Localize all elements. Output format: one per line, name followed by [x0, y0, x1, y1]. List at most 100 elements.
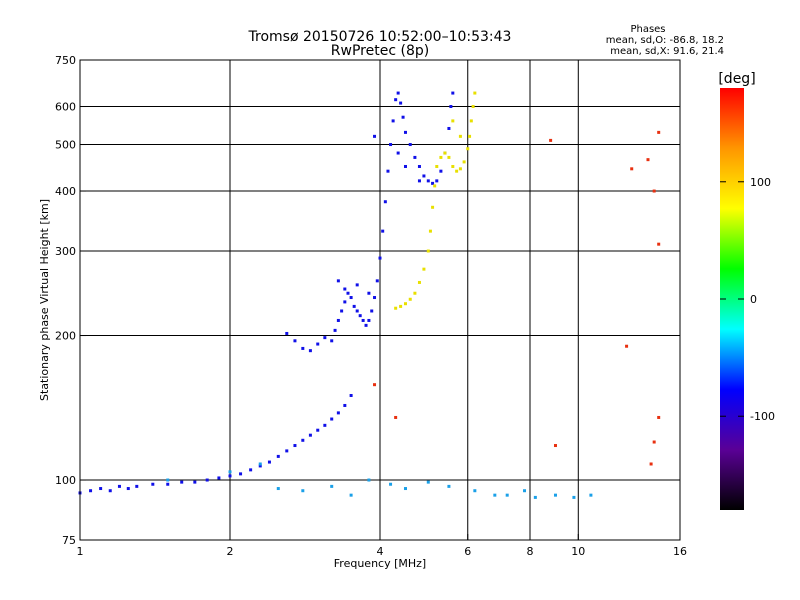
- data-point: [166, 482, 170, 486]
- data-point: [99, 487, 103, 491]
- data-point: [657, 242, 661, 246]
- data-point: [435, 179, 439, 183]
- data-point: [473, 489, 477, 493]
- data-point: [505, 493, 509, 497]
- data-point: [652, 440, 656, 444]
- data-point: [403, 302, 407, 306]
- data-point: [336, 279, 340, 283]
- data-point: [549, 138, 553, 142]
- data-point: [367, 291, 371, 295]
- data-point: [389, 143, 393, 147]
- data-point: [375, 279, 379, 283]
- data-point: [455, 169, 459, 173]
- data-point: [625, 344, 629, 348]
- data-point: [355, 283, 359, 287]
- data-point: [193, 480, 197, 484]
- colorbar-tick-label: -100: [750, 410, 775, 423]
- data-point: [413, 155, 417, 159]
- data-point: [349, 493, 353, 497]
- data-point: [493, 493, 497, 497]
- data-point: [523, 489, 527, 493]
- data-point: [403, 487, 407, 491]
- data-point: [205, 478, 209, 482]
- data-point: [228, 470, 232, 474]
- data-point: [378, 256, 382, 260]
- data-point: [471, 105, 475, 109]
- data-point: [258, 462, 262, 466]
- x-tick-label: 4: [377, 545, 384, 558]
- data-point: [373, 134, 377, 138]
- data-point: [417, 164, 421, 168]
- data-point: [249, 468, 253, 472]
- data-point: [316, 428, 320, 432]
- phase-stats-heading: Phases: [630, 24, 665, 35]
- data-point: [293, 444, 297, 448]
- data-point: [408, 297, 412, 301]
- data-point: [553, 444, 557, 448]
- data-points: [78, 91, 661, 499]
- data-point: [358, 314, 362, 318]
- data-point: [458, 167, 462, 171]
- x-axis-ticks: 1 2 4 6 8 10 16: [77, 534, 687, 558]
- data-point: [417, 179, 421, 183]
- data-point: [336, 318, 340, 322]
- y-tick-label: 300: [55, 245, 76, 258]
- phase-stats-x: mean, sd,X: 91.6, 21.4: [610, 46, 724, 57]
- data-point: [117, 484, 121, 488]
- y-axis-label: Stationary phase Virtual Height [km]: [38, 199, 51, 401]
- data-point: [373, 296, 377, 300]
- data-point: [451, 91, 455, 95]
- grid-lines: [80, 60, 680, 540]
- data-point: [276, 487, 280, 491]
- colorbar-tick-label: 0: [750, 293, 757, 306]
- data-point: [447, 155, 451, 159]
- data-point: [367, 318, 371, 322]
- data-point: [381, 229, 385, 233]
- x-tick-label: 8: [527, 545, 534, 558]
- data-point: [301, 438, 305, 442]
- data-point: [447, 484, 451, 488]
- data-point: [166, 478, 170, 482]
- data-point: [330, 484, 334, 488]
- data-point: [396, 91, 400, 95]
- data-point: [316, 342, 320, 346]
- data-point: [330, 339, 334, 343]
- data-point: [401, 115, 405, 119]
- phase-stats-o: mean, sd,O: -86.8, 18.2: [606, 35, 724, 46]
- data-point: [349, 296, 353, 300]
- data-point: [458, 134, 462, 138]
- data-point: [399, 304, 403, 308]
- data-point: [431, 205, 435, 209]
- x-tick-label: 2: [227, 545, 234, 558]
- data-point: [293, 339, 297, 343]
- colorbar-tick-label: 100: [750, 176, 771, 189]
- data-point: [449, 105, 453, 109]
- data-point: [589, 493, 593, 497]
- data-point: [657, 415, 661, 419]
- data-point: [426, 480, 430, 484]
- data-point: [469, 119, 473, 123]
- data-point: [572, 495, 576, 499]
- data-point: [630, 167, 634, 171]
- data-point: [386, 169, 390, 173]
- data-point: [258, 464, 262, 468]
- data-point: [426, 179, 430, 183]
- chart-subtitle: RwPretec (8p): [331, 43, 429, 59]
- data-point: [652, 189, 656, 193]
- data-point: [408, 143, 412, 147]
- data-point: [466, 147, 470, 151]
- data-point: [373, 383, 377, 387]
- data-point: [394, 415, 398, 419]
- data-point: [646, 158, 650, 162]
- data-point: [422, 267, 426, 271]
- data-point: [473, 91, 477, 95]
- data-point: [343, 300, 347, 304]
- data-point: [413, 291, 417, 295]
- data-point: [443, 151, 447, 155]
- y-tick-label: 750: [55, 54, 76, 67]
- data-point: [391, 119, 395, 123]
- y-tick-label: 500: [55, 139, 76, 152]
- data-point: [394, 98, 398, 102]
- data-point: [308, 433, 312, 437]
